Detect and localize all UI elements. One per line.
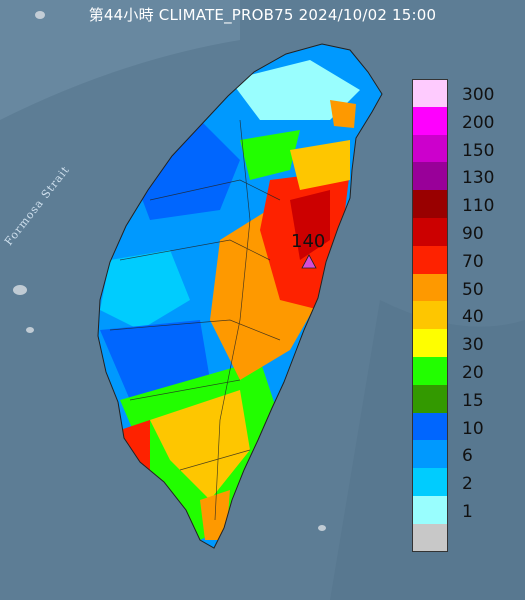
legend-label: 300 [462, 85, 495, 105]
map-title: 第44小時 CLIMATE_PROB75 2024/10/02 15:00 [88, 6, 437, 24]
legend-label: 1 [462, 501, 473, 522]
legend-label: 15 [462, 390, 484, 411]
legend-label: 6 [462, 446, 473, 467]
legend-row: 20 [412, 356, 507, 385]
legend-label: 50 [462, 279, 484, 300]
coastline [97, 43, 383, 549]
legend-swatch [412, 301, 448, 330]
legend-row: 200 [412, 106, 507, 135]
legend-label: 2 [462, 474, 473, 495]
legend-row: 10 [412, 412, 507, 441]
legend-row: 1 [412, 495, 507, 524]
legend-swatch [412, 384, 448, 413]
legend-swatch [412, 329, 448, 358]
legend-row: 70 [412, 245, 507, 274]
legend-row: 90 [412, 217, 507, 246]
legend-swatch [412, 162, 448, 191]
peak-marker [301, 254, 317, 269]
legend-label: 90 [462, 223, 484, 244]
legend-label: 110 [462, 196, 495, 217]
legend-swatch [412, 412, 448, 441]
legend-swatch [412, 134, 448, 163]
legend-label: 200 [462, 112, 495, 133]
legend-row: 2 [412, 468, 507, 497]
legend-swatch [412, 245, 448, 274]
legend-row: 130 [412, 162, 507, 191]
county-borders [109, 119, 281, 521]
legend-label: 10 [462, 418, 484, 439]
legend-row: 15 [412, 384, 507, 413]
legend-label: 20 [462, 362, 484, 383]
legend-swatch [412, 79, 448, 107]
legend-label: 70 [462, 251, 484, 272]
peak-value-label: 140 [291, 231, 326, 252]
legend-row: 6 [412, 440, 507, 469]
legend-swatch [412, 356, 448, 385]
legend-row: 30 [412, 329, 507, 358]
legend-row: 40 [412, 301, 507, 330]
legend-label: 40 [462, 307, 484, 328]
legend-swatch [412, 523, 448, 552]
legend-swatch [412, 273, 448, 302]
legend-swatch [412, 495, 448, 524]
legend-swatch [412, 217, 448, 246]
legend-row: 300 [412, 79, 507, 107]
legend-row [412, 523, 507, 552]
legend-swatch [412, 468, 448, 497]
legend-label: 150 [462, 140, 495, 161]
legend-swatch [412, 440, 448, 469]
legend-row: 50 [412, 273, 507, 302]
legend-label: 130 [462, 168, 495, 189]
legend-label: 30 [462, 335, 484, 356]
legend-swatch [412, 106, 448, 135]
legend-row: 150 [412, 134, 507, 163]
rainfall-legend: 300 200 150 130 110 90 70 50 40 30 20 15 10 6 2 1 [412, 79, 507, 552]
legend-row: 110 [412, 190, 507, 219]
legend-swatch [412, 190, 448, 219]
small-islands [13, 11, 326, 531]
